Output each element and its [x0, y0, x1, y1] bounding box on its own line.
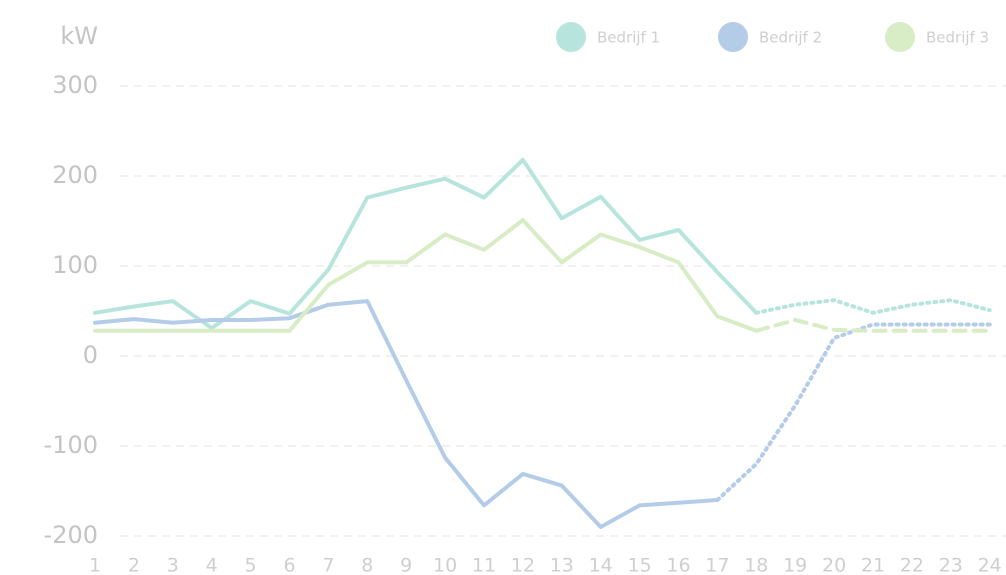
line — [93, 299, 720, 529]
x-tick-label: 18 — [744, 555, 768, 575]
x-tick-label: 20 — [822, 555, 846, 575]
x-tick-label: 11 — [472, 555, 496, 575]
y-tick-label: 0 — [83, 341, 98, 369]
x-tick-label: 19 — [783, 555, 807, 575]
x-tick-label: 5 — [245, 555, 257, 575]
y-tick-label: 100 — [52, 251, 98, 279]
x-tick-label: 6 — [283, 555, 295, 575]
legend-label: Bedrijf 1 — [597, 29, 660, 47]
forecast-line — [715, 322, 992, 502]
x-tick-label: 12 — [511, 555, 535, 575]
x-tick-label: 14 — [589, 555, 613, 575]
x-tick-label: 9 — [400, 555, 412, 575]
forecast-line — [754, 318, 992, 333]
x-tick-label: 22 — [900, 555, 924, 575]
legend-label: Bedrijf 3 — [926, 29, 989, 47]
x-tick-label: 1 — [89, 555, 101, 575]
y-unit: kW — [60, 22, 98, 50]
x-tick-label: 8 — [361, 555, 373, 575]
x-tick-label: 7 — [322, 555, 334, 575]
x-tick-label: 15 — [628, 555, 652, 575]
x-tick-label: 4 — [206, 555, 218, 575]
y-tick-label: -100 — [44, 431, 98, 459]
legend-swatch — [885, 22, 915, 52]
y-tick-label: 200 — [52, 161, 98, 189]
x-tick-label: 23 — [939, 555, 963, 575]
line — [93, 157, 759, 331]
x-tick-label: 3 — [167, 555, 179, 575]
x-tick-label: 21 — [861, 555, 885, 575]
x-tick-label: 2 — [128, 555, 140, 575]
forecast-line — [754, 298, 992, 315]
legend-swatch — [556, 22, 586, 52]
legend-swatch — [718, 22, 748, 52]
x-tick-label: 13 — [550, 555, 574, 575]
x-tick-label: 16 — [666, 555, 690, 575]
y-tick-label: -200 — [44, 521, 98, 549]
legend-label: Bedrijf 2 — [759, 29, 822, 47]
x-tick-label: 24 — [978, 555, 1002, 575]
line — [93, 218, 759, 333]
x-tick-label: 17 — [705, 555, 729, 575]
y-tick-label: 300 — [52, 71, 98, 99]
x-tick-label: 10 — [433, 555, 457, 575]
